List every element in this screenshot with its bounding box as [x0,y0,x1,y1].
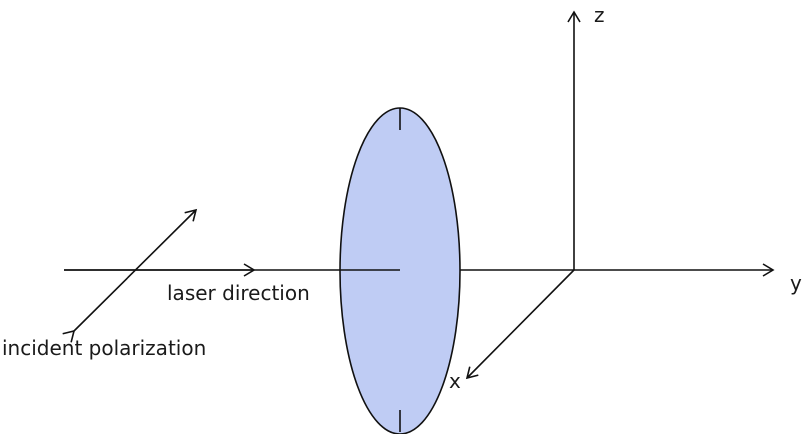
x-axis [465,269,575,380]
polarization-arrow [62,208,198,343]
target-disk [339,107,461,434]
incident-polarization-label: incident polarization [2,336,206,360]
z-axis-label: z [594,3,605,27]
x-axis-label: x [449,369,461,393]
laser-direction-label: laser direction [167,281,310,305]
y-axis-label: y [790,271,802,295]
